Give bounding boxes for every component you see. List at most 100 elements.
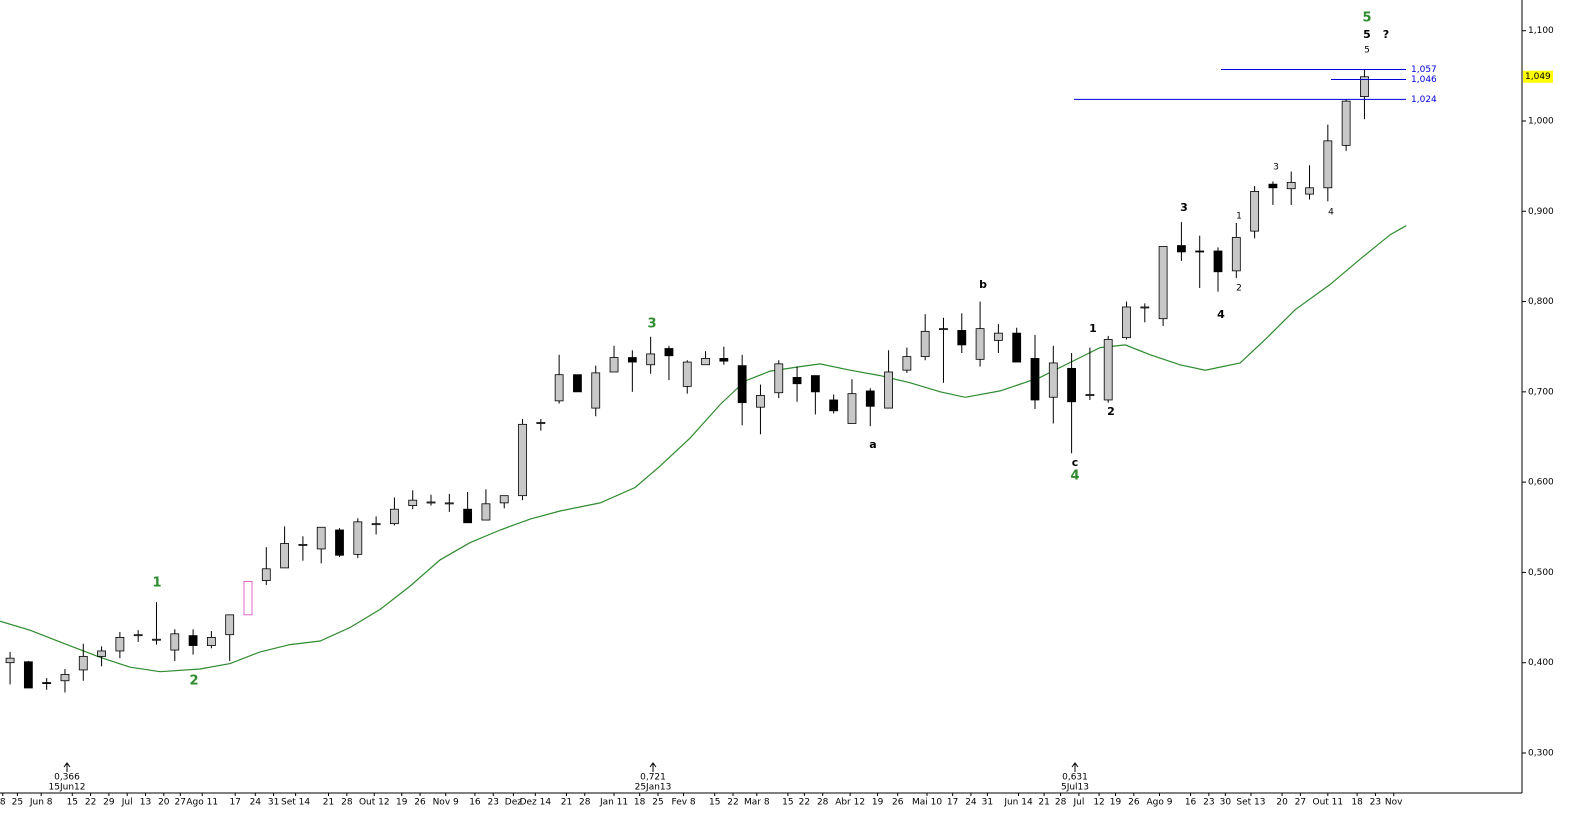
wave-label: 3 [647,317,656,332]
x-tick-label: Set 13 [1236,798,1265,808]
candle-body [353,521,363,555]
x-tick-label: 18 [634,798,646,808]
x-tick-label: 20 [158,798,170,808]
candle-body [646,353,656,366]
last-price-label: 1,049 [1525,72,1551,82]
candle-body [243,581,253,616]
x-tick-label: Ago 9 [1146,798,1172,808]
candle-body [829,399,839,412]
wave-label: 1 [1089,322,1097,335]
candle-body [390,508,399,525]
candle-body [444,502,454,505]
candle-body [902,356,912,371]
candle-body [682,361,692,387]
x-tick-label: Fev 8 [672,798,696,808]
x-tick-label: 13 [140,798,151,808]
y-tick-label: 1,100 [1528,26,1554,36]
candle-body [573,374,582,393]
x-tick-label: 23 [1203,798,1214,808]
x-tick-label: 26 [892,798,904,808]
candle-body [188,635,198,646]
wave-label: 3 [1180,201,1188,214]
x-tick-label: 26 [1128,798,1140,808]
candle-body [1323,140,1333,189]
x-tick-label: Dez 14 [520,798,552,808]
extreme-date: 15Jun12 [49,783,86,793]
wave-label: 3 [1273,163,1279,173]
x-tick-label: 18 [1351,798,1363,808]
candle-body [170,633,180,651]
x-tick-label: 31 [268,798,279,808]
extreme-arrow [63,762,71,772]
candle-body [1103,339,1113,401]
wave-label: a [869,438,876,451]
candle-body [957,330,967,346]
extreme-arrow [1071,762,1079,772]
candle-body [1286,181,1296,190]
x-tick-label: Jan 11 [599,798,628,808]
candle-body [939,328,948,331]
candle-body [920,330,930,358]
x-tick-label: 28 [1055,798,1067,808]
wave-label: 1 [1236,212,1242,222]
candle-body [609,357,619,373]
wave-label: 5 [1364,46,1370,56]
y-tick-label: 0,300 [1528,748,1554,758]
level-label: 1,057 [1411,65,1437,75]
candle-body [1048,362,1058,398]
x-tick-label: 25 [12,798,23,808]
x-tick-label: 23 [488,798,499,808]
candle-body [316,526,326,550]
x-tick-label: Jul [1072,798,1084,808]
candle-body [152,638,161,641]
moving-average [0,225,1407,673]
candle-body [133,634,143,637]
wave-label: 5 [1363,28,1371,41]
candle-body [261,568,271,581]
candle-body [1360,76,1369,98]
x-tick-label: 15 [782,798,793,808]
wave-label: 1 [152,576,161,591]
x-tick-label: 21 [1038,798,1049,808]
candle-body [1341,100,1351,146]
x-tick-label: Nov 9 [433,798,459,808]
candle-body [1085,394,1095,396]
candle-body [774,363,784,394]
candle-body [225,614,235,636]
candle-body [408,499,418,507]
candle-body [426,501,436,504]
x-tick-label: 27 [175,798,186,808]
x-tick-label: 20 [1276,798,1288,808]
candle-body [737,365,747,404]
x-tick-label: Nov [1385,798,1403,808]
y-tick-label: 0,900 [1528,207,1554,217]
y-tick-label: 0,400 [1528,658,1554,668]
x-tick-label: 15 [709,798,720,808]
x-tick-label: 19 [1110,798,1122,808]
candle-body [1122,306,1131,339]
extreme-arrow [649,762,657,772]
candle-body [993,332,1003,341]
candle-body [97,650,106,657]
candle-body [554,374,564,402]
candle-body [499,495,509,504]
x-tick-label: 25 [652,798,663,808]
extreme-value: 0,631 [1062,773,1088,783]
candle-body [847,393,857,424]
candle-body [865,390,875,407]
candle-body [463,508,473,524]
wave-label: ? [1383,28,1389,41]
x-tick-label: 12 [1093,798,1104,808]
candle-body [78,655,88,671]
wave-label: b [979,278,987,291]
x-tick-label: 30 [1220,798,1232,808]
level-label: 1,024 [1411,95,1437,105]
x-tick-label: Abr 12 [835,798,865,808]
y-tick-label: 0,700 [1528,387,1554,397]
candle-body [1030,358,1040,401]
candle-body [1268,183,1278,189]
x-tick-label: 21 [323,798,334,808]
extreme-date: 5Jul13 [1061,783,1089,793]
